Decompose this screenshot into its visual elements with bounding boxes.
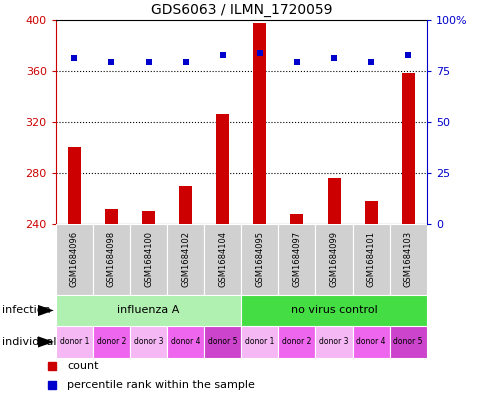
Bar: [204, 326, 241, 358]
Bar: [166, 326, 204, 358]
Text: individual: individual: [2, 337, 57, 347]
Title: GDS6063 / ILMN_1720059: GDS6063 / ILMN_1720059: [150, 3, 332, 17]
Text: donor 4: donor 4: [170, 338, 200, 346]
Text: percentile rank within the sample: percentile rank within the sample: [67, 380, 255, 390]
Bar: [179, 185, 192, 224]
Bar: [216, 114, 229, 224]
Bar: [315, 326, 352, 358]
Bar: [278, 326, 315, 358]
Bar: [130, 326, 166, 358]
Bar: [68, 147, 81, 224]
Text: donor 5: donor 5: [393, 338, 422, 346]
Bar: [389, 224, 426, 295]
Bar: [93, 326, 130, 358]
Text: donor 1: donor 1: [60, 338, 89, 346]
Bar: [204, 224, 241, 295]
Bar: [56, 295, 241, 326]
Text: infection: infection: [2, 305, 51, 316]
Text: GSM1684104: GSM1684104: [218, 231, 227, 287]
Text: GSM1684101: GSM1684101: [366, 231, 375, 287]
Bar: [130, 224, 166, 295]
Bar: [56, 326, 93, 358]
Bar: [290, 214, 303, 224]
Text: no virus control: no virus control: [290, 305, 377, 316]
Bar: [315, 224, 352, 295]
Text: GSM1684102: GSM1684102: [181, 231, 190, 287]
Bar: [389, 326, 426, 358]
Text: GSM1684100: GSM1684100: [144, 231, 153, 287]
Bar: [241, 224, 278, 295]
Text: donor 3: donor 3: [134, 338, 163, 346]
Bar: [401, 73, 414, 224]
Text: influenza A: influenza A: [117, 305, 180, 316]
Text: GSM1684099: GSM1684099: [329, 231, 338, 287]
Text: donor 2: donor 2: [96, 338, 126, 346]
Text: GSM1684095: GSM1684095: [255, 231, 264, 287]
Text: GSM1684103: GSM1684103: [403, 231, 412, 287]
Bar: [352, 224, 389, 295]
Bar: [253, 24, 266, 224]
Text: GSM1684097: GSM1684097: [292, 231, 301, 287]
Polygon shape: [38, 305, 54, 316]
Bar: [278, 224, 315, 295]
Bar: [93, 224, 130, 295]
Bar: [142, 211, 155, 224]
Polygon shape: [38, 336, 54, 347]
Text: GSM1684098: GSM1684098: [106, 231, 116, 287]
Text: donor 5: donor 5: [208, 338, 237, 346]
Bar: [166, 224, 204, 295]
Bar: [352, 326, 389, 358]
Bar: [364, 201, 377, 224]
Text: donor 3: donor 3: [318, 338, 348, 346]
Text: GSM1684096: GSM1684096: [70, 231, 79, 287]
Text: donor 1: donor 1: [244, 338, 274, 346]
Text: donor 2: donor 2: [282, 338, 311, 346]
Bar: [241, 295, 426, 326]
Bar: [241, 326, 278, 358]
Bar: [327, 178, 340, 224]
Text: donor 4: donor 4: [356, 338, 385, 346]
Text: count: count: [67, 361, 98, 371]
Bar: [56, 224, 93, 295]
Bar: [105, 209, 118, 224]
